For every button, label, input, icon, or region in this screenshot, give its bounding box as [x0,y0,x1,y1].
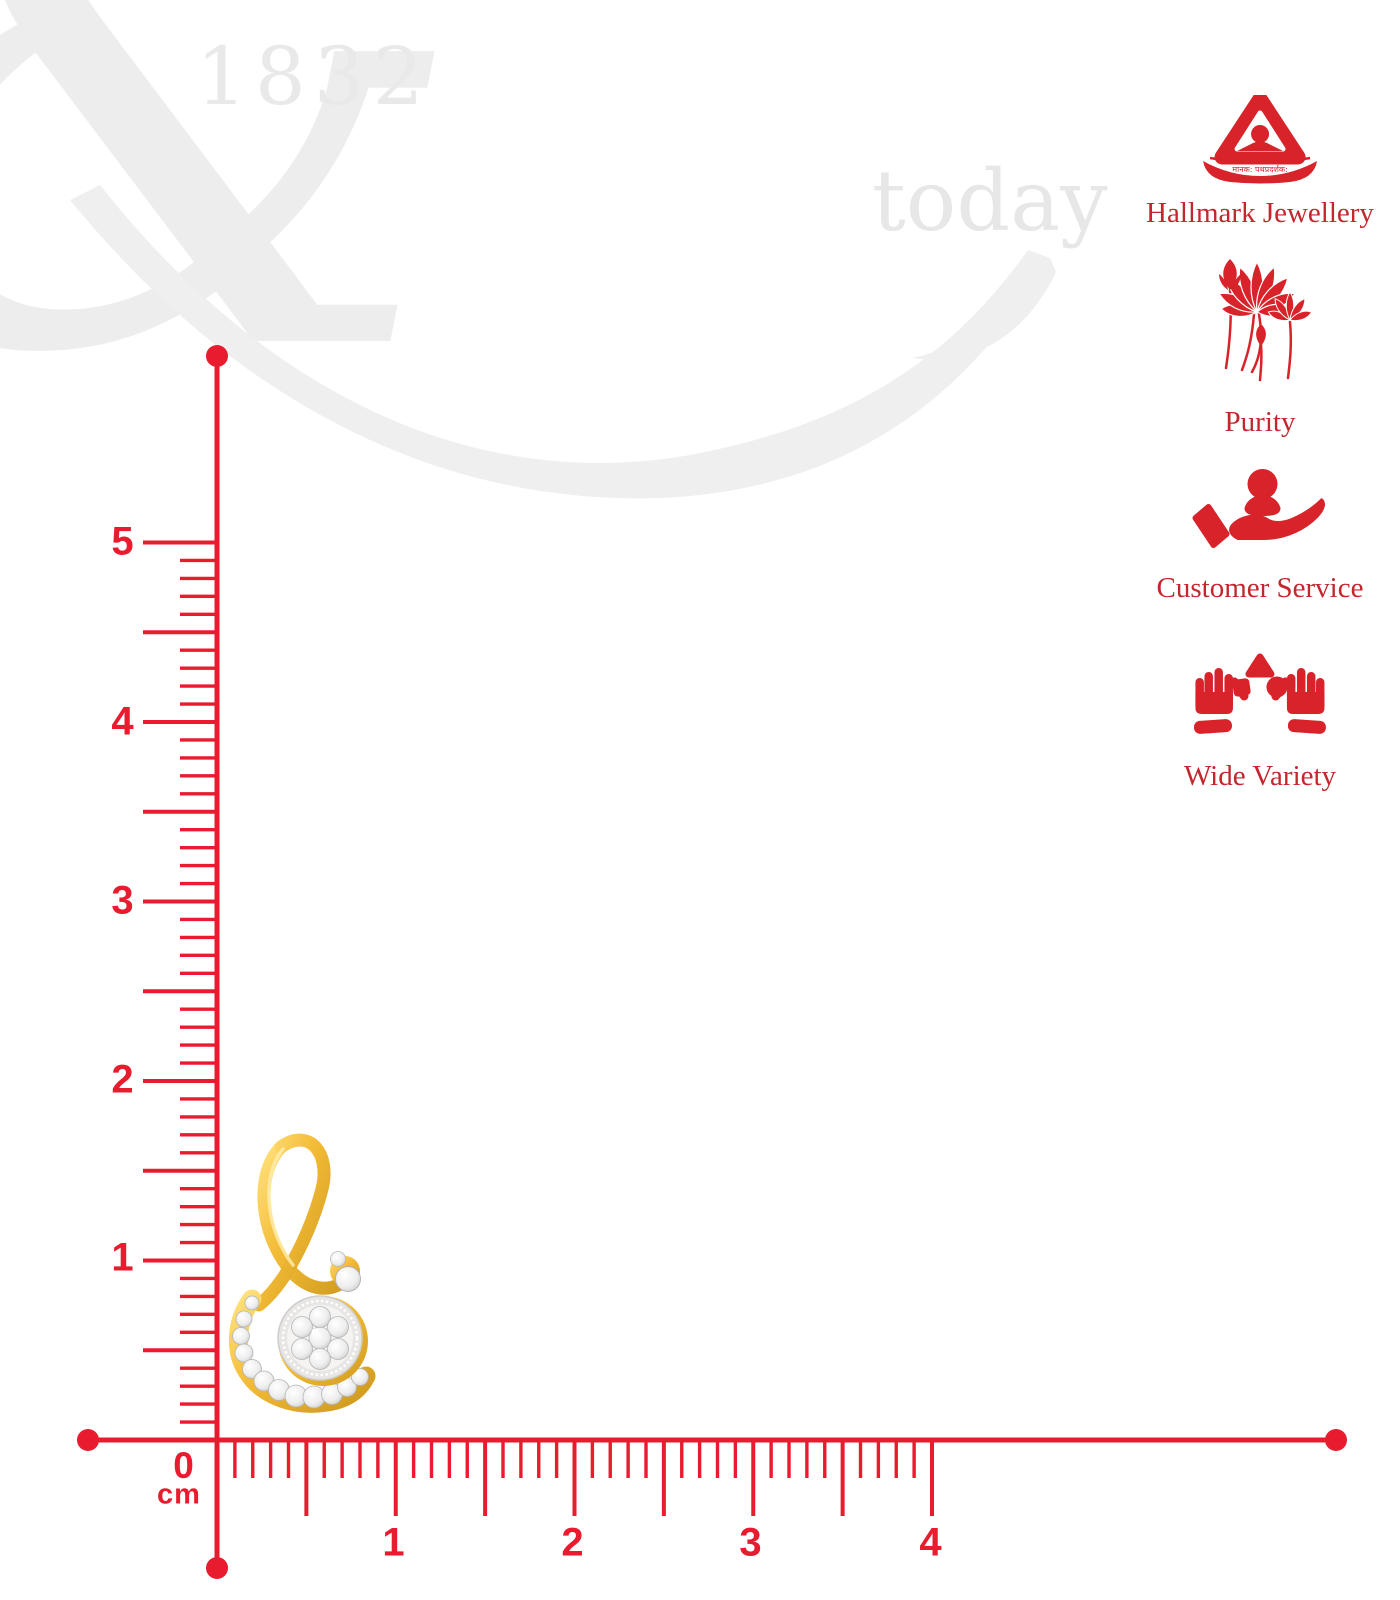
badge-wide-variety: Wide Variety [1184,646,1336,793]
watermark-year: 1832 [196,30,432,123]
watermark-ampersand: & [0,0,473,450]
ruler-label-v1: 1 [111,1235,135,1280]
ruler-ticks [143,540,934,1516]
badge-hallmark: मानक: पथप्रदर्शक: Hallmark Jewellery [1146,95,1374,230]
hands-offering-shapes-icon [1194,653,1326,734]
badge-hallmark-label: Hallmark Jewellery [1146,197,1374,229]
badge-purity-label: Purity [1224,406,1296,438]
left-hand [1194,668,1249,734]
ruler-label-h1: 1 [382,1520,406,1565]
ruler-label-h4: 4 [919,1520,943,1565]
ruler-label-h3: 3 [739,1520,763,1565]
bis-hallmark-icon: मानक: पथप्रदर्शक: [1202,95,1317,184]
badge-purity: Purity [1190,250,1330,439]
ribbon-highlight [267,1147,295,1267]
ruler-top-dot [206,345,228,367]
badge-customer-service: Customer Service [1156,462,1364,605]
ruler-unit-label: cm [157,1478,201,1511]
right-hand [1271,668,1326,734]
ruler-label-v3: 3 [111,878,135,923]
ruler-label-h2: 2 [561,1520,585,1565]
bis-caption-text: मानक: पथप्रदर्शक: [1232,164,1287,174]
hand-holding-person-icon [1192,469,1326,548]
ruler-label-v2: 2 [111,1057,135,1102]
diamond-crescent [232,1295,369,1409]
ruler-label-v5: 5 [111,519,135,564]
ruler-origin-label: 0 [173,1445,195,1486]
diamond-cluster [277,1295,368,1386]
triangle-shape [1245,653,1275,678]
gold-diamond-earring-image [228,1133,376,1413]
ruler-right-dot [1325,1429,1347,1451]
ruler-left-dot [77,1429,99,1451]
watermark-today: today [872,152,1108,250]
ruler-bottom-dot [206,1557,228,1579]
badge-wide-variety-label: Wide Variety [1183,760,1337,792]
accent-diamonds [330,1251,361,1292]
lotus-flowers-icon [1218,259,1313,382]
ruler-label-v4: 4 [111,699,135,744]
badge-customer-service-label: Customer Service [1156,572,1364,604]
